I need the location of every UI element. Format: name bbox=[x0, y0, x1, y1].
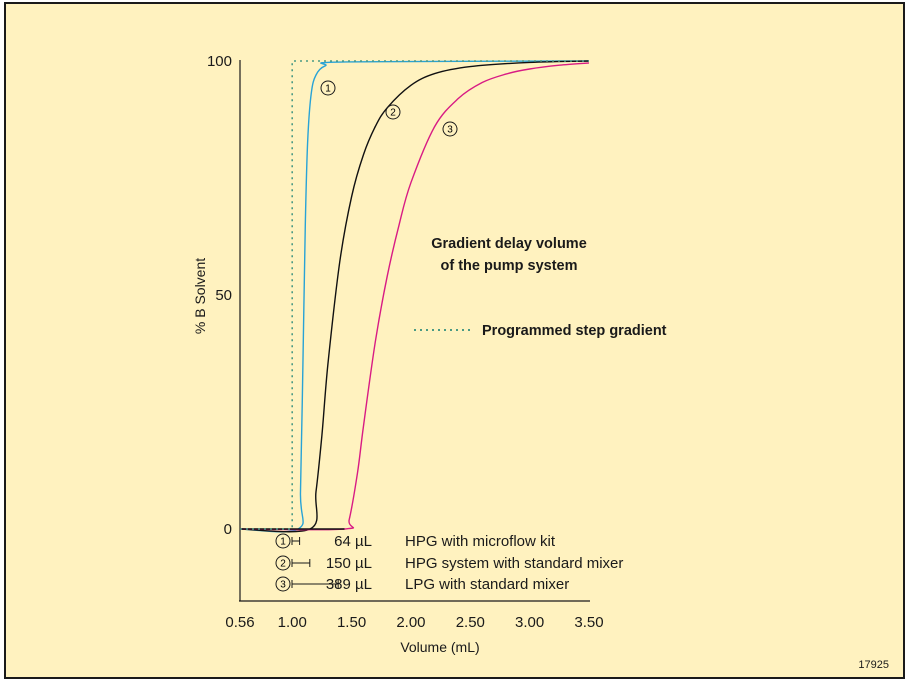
x-tick-label: 0.56 bbox=[225, 614, 254, 631]
delay-volume: 389 µL bbox=[326, 576, 372, 593]
delay-volume: 64 µL bbox=[334, 533, 372, 550]
marker-number: 3 bbox=[280, 580, 286, 591]
y-tick-label: 100 bbox=[207, 53, 232, 70]
x-tick-label: 1.00 bbox=[278, 614, 307, 631]
marker-circle bbox=[320, 80, 336, 96]
marker-circle bbox=[385, 104, 401, 120]
marker-circle bbox=[275, 533, 291, 549]
marker-circle bbox=[275, 576, 291, 592]
delay-description: HPG system with standard mixer bbox=[405, 555, 623, 572]
legend-marker-3: 3 bbox=[275, 576, 291, 592]
step-gradient-line bbox=[240, 60, 589, 530]
marker-circle bbox=[275, 555, 291, 571]
x-tick-label: 2.00 bbox=[396, 614, 425, 631]
marker-number: 1 bbox=[280, 537, 286, 548]
series-lines bbox=[239, 60, 590, 533]
x-tick-label: 2.50 bbox=[456, 614, 485, 631]
legend-marker-2: 2 bbox=[275, 555, 291, 571]
x-tick-label: 3.00 bbox=[515, 614, 544, 631]
curve-marker-1: 1 bbox=[320, 80, 336, 96]
series-markers: 1 2 3 bbox=[320, 80, 458, 137]
annotation-title-line2: of the pump system bbox=[441, 258, 578, 274]
delay-description: LPG with standard mixer bbox=[405, 576, 569, 593]
marker-number: 3 bbox=[447, 125, 453, 136]
axes bbox=[239, 60, 590, 602]
step-legend-label: Programmed step gradient bbox=[482, 323, 667, 339]
figure-id: 17925 bbox=[858, 659, 889, 671]
x-tick-label: 3.50 bbox=[574, 614, 603, 631]
curve-marker-2: 2 bbox=[385, 104, 401, 120]
figure-frame bbox=[4, 2, 905, 679]
x-axis-label: Volume (mL) bbox=[400, 639, 479, 655]
delay-legend: 1 64 µL HPG with microflow kit 2 150 µL HPG s… bbox=[275, 533, 623, 593]
legend-marker-1: 1 bbox=[275, 533, 291, 549]
series-line-1 bbox=[239, 60, 590, 533]
marker-number: 2 bbox=[390, 108, 396, 119]
annotation-title-line1: Gradient delay volume bbox=[431, 236, 587, 252]
marker-circle bbox=[442, 121, 458, 137]
x-tick-label: 1.50 bbox=[337, 614, 366, 631]
delay-volume: 150 µL bbox=[326, 555, 372, 572]
series-line-3 bbox=[239, 62, 590, 531]
y-tick-label: 0 bbox=[224, 521, 232, 538]
marker-number: 1 bbox=[325, 84, 331, 95]
delay-description: HPG with microflow kit bbox=[405, 533, 556, 550]
curve-marker-3: 3 bbox=[442, 121, 458, 137]
y-tick-label: 50 bbox=[215, 287, 232, 304]
y-axis-label: % B Solvent bbox=[192, 258, 208, 334]
marker-number: 2 bbox=[280, 559, 286, 570]
tick-labels: 0.56 1.00 1.50 2.00 2.50 3.00 3.50 0 50 100 bbox=[207, 53, 604, 631]
series-line-2 bbox=[239, 60, 590, 533]
